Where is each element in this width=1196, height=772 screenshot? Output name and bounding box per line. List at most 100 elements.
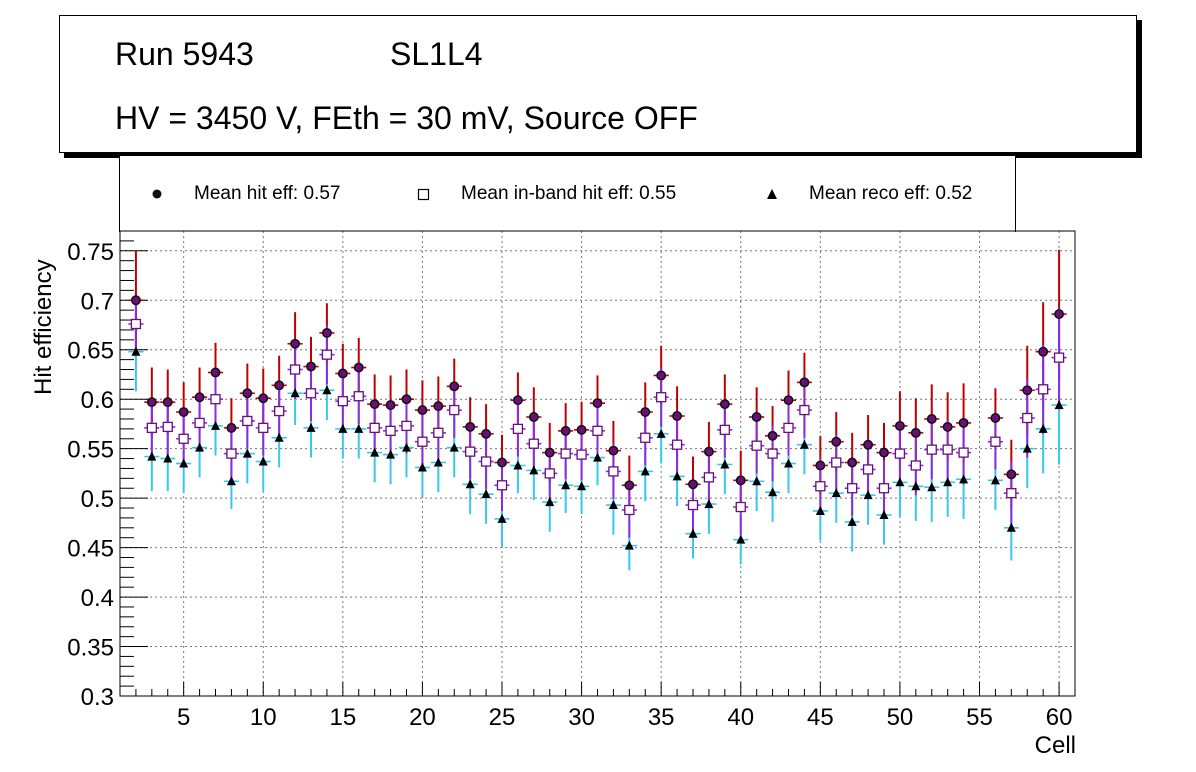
inband-point — [289, 364, 301, 375]
hit-point — [640, 407, 651, 418]
hit-point — [321, 327, 332, 338]
legend-hit-label: Mean hit eff: 0.57 — [194, 183, 341, 204]
inband-point — [767, 448, 778, 459]
reco-point — [656, 428, 666, 438]
hit-point — [592, 398, 603, 409]
reco-point — [640, 466, 650, 476]
inband-point — [210, 394, 221, 405]
reco-point — [895, 477, 905, 487]
inband-point — [337, 396, 348, 407]
reco-point — [672, 471, 682, 481]
hit-point — [369, 399, 380, 410]
inband-point — [512, 423, 524, 435]
y-axis-title: Hit efficiency — [30, 259, 57, 395]
inband-point — [799, 404, 810, 416]
inband-point — [735, 501, 746, 513]
inband-point — [162, 421, 173, 433]
conditions-label: HV = 3450 V, FEth = 30 mV, Source OFF — [115, 100, 698, 136]
reco-point — [704, 499, 714, 509]
reco-point — [481, 489, 491, 499]
inband-point — [958, 447, 969, 458]
inband-point — [369, 422, 380, 434]
hit-point — [481, 428, 492, 439]
inband-point — [401, 420, 412, 432]
x-tick-label: 45 — [807, 704, 834, 731]
reco-point — [322, 385, 332, 395]
x-tick-label: 10 — [250, 704, 277, 731]
x-tick-label: 55 — [966, 704, 993, 731]
x-axis-title: Cell — [1035, 732, 1076, 759]
inband-point — [751, 440, 762, 451]
reco-point — [417, 462, 427, 472]
hit-point — [926, 414, 937, 424]
inband-point — [608, 466, 619, 477]
hit-point — [353, 362, 364, 373]
reco-point — [545, 497, 555, 507]
hit-point — [703, 446, 714, 457]
legend-reco-marker-icon — [767, 189, 777, 199]
reco-point — [815, 505, 825, 515]
hit-point — [958, 417, 969, 428]
hit-point — [894, 420, 905, 431]
y-tick-label: 0.6 — [81, 387, 114, 414]
hit-point — [783, 395, 794, 406]
reco-point — [593, 452, 602, 462]
hit-point — [767, 430, 778, 441]
hit-point — [608, 445, 619, 456]
reco-point — [990, 475, 1000, 485]
y-tick-label: 0.3 — [81, 684, 114, 711]
reco-point — [147, 451, 157, 461]
hit-point — [1006, 469, 1017, 480]
inband-point — [1038, 384, 1049, 395]
inband-point — [1022, 412, 1033, 424]
y-tick-label: 0.35 — [67, 635, 114, 662]
hit-point — [751, 412, 762, 422]
inband-point — [417, 436, 428, 447]
inband-point — [1006, 488, 1017, 499]
inband-point — [671, 439, 683, 450]
inband-point — [194, 417, 205, 429]
hit-point — [576, 424, 587, 435]
inband-point — [703, 472, 715, 483]
hit-point — [401, 394, 412, 405]
hit-point — [1022, 385, 1033, 396]
inband-point — [910, 460, 921, 471]
hit-point — [210, 367, 221, 378]
reco-point — [608, 500, 618, 510]
inband-point — [433, 427, 444, 438]
x-tick-label: 15 — [329, 704, 356, 731]
run-label: Run 5943 — [115, 36, 254, 72]
y-tick-label: 0.45 — [67, 536, 114, 563]
hit-point — [560, 425, 571, 436]
reco-point — [847, 516, 857, 526]
reco-point — [433, 457, 443, 467]
inband-point — [130, 318, 142, 330]
inband-point — [560, 448, 571, 459]
hit-point — [306, 361, 316, 372]
hit-point — [274, 380, 285, 391]
reco-point — [386, 449, 396, 459]
hit-point — [688, 479, 698, 490]
reco-point — [290, 388, 300, 398]
hit-point — [417, 405, 428, 416]
reco-point — [402, 442, 411, 452]
reco-point — [959, 474, 969, 484]
reco-point — [879, 509, 889, 519]
inband-point — [226, 448, 237, 459]
x-tick-label: 40 — [727, 704, 754, 731]
y-tick-label: 0.65 — [67, 338, 114, 365]
inband-point — [815, 481, 826, 492]
data-points — [128, 249, 1067, 571]
y-tick-label: 0.75 — [67, 239, 114, 266]
hit-point — [497, 457, 507, 468]
hit-point — [465, 421, 476, 432]
inband-point — [847, 483, 858, 494]
hit-point — [178, 407, 189, 418]
inband-point — [624, 504, 635, 516]
reco-point — [465, 479, 475, 489]
reco-point — [195, 442, 205, 452]
hit-point — [942, 421, 953, 432]
hit-point — [433, 401, 444, 412]
hit-point — [162, 397, 173, 408]
inband-point — [942, 444, 953, 455]
